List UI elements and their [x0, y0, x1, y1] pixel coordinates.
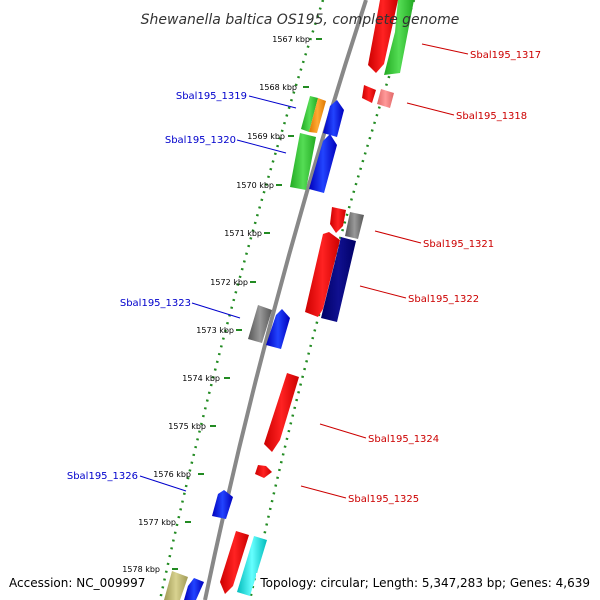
gene-arrow-cyan-1577[interactable] [237, 536, 267, 596]
right-gene-labels: Sbal195_1317 Sbal195_1318 Sbal195_1321 S… [348, 50, 541, 505]
footer-topology: Topology: circular; Length: 5,347,283 bp… [259, 576, 590, 590]
gene-label-sbal195-1323[interactable]: Sbal195_1323 [120, 298, 191, 309]
gene-arrow-blue-1573[interactable] [266, 309, 290, 349]
gene-arrow-sbal195-1317-green[interactable] [384, 0, 414, 75]
footer-topology-bg [256, 573, 596, 591]
gene-arrow-left-bottom-khaki[interactable] [164, 571, 188, 600]
gene-arrow-sbal195-1322-navy[interactable] [321, 237, 356, 322]
kbp-labels: 1567 kbp 1568 kbp 1569 kbp 1570 kbp 1571… [122, 35, 310, 574]
kbp-label-1578: 1578 kbp [122, 565, 160, 574]
footer-accession: Accession: NC_009997 [9, 576, 145, 590]
gene-arrow-sbal195-1318-lightred[interactable] [377, 89, 394, 108]
left-track-dotted [158, 0, 325, 600]
kbp-label-1573: 1573 kbp [196, 326, 234, 335]
gene-label-sbal195-1326[interactable]: Sbal195_1326 [67, 471, 138, 482]
kbp-label-1567: 1567 kbp [272, 35, 310, 44]
gene-arrow-sbal195-1325[interactable] [255, 465, 272, 478]
gene-arrow-sbal195-1321-red[interactable] [330, 207, 346, 233]
kbp-label-1569: 1569 kbp [247, 132, 285, 141]
left-gene-labels: Sbal195_1319 Sbal195_1320 Sbal195_1323 S… [67, 91, 247, 482]
gene-label-sbal195-1317[interactable]: Sbal195_1317 [470, 50, 541, 61]
kbp-label-1571: 1571 kbp [224, 229, 262, 238]
kbp-label-1570: 1570 kbp [236, 181, 274, 190]
kbp-label-1575: 1575 kbp [168, 422, 206, 431]
gene-arrow-sbal195-1323[interactable] [248, 305, 272, 343]
gene-arrow-sbal195-1320[interactable] [290, 133, 316, 190]
gene-label-sbal195-1319[interactable]: Sbal195_1319 [176, 91, 247, 102]
gene-label-sbal195-1325[interactable]: Sbal195_1325 [348, 494, 419, 505]
right-label-connectors [300, 43, 469, 499]
map-title: Shewanella baltica OS195, complete genom… [141, 12, 460, 28]
right-strand-genes [184, 0, 414, 600]
gene-label-sbal195-1318[interactable]: Sbal195_1318 [456, 111, 527, 122]
gene-arrow-sbal195-1318-red[interactable] [362, 85, 376, 103]
kbp-label-1577: 1577 kbp [138, 518, 176, 527]
gene-label-sbal195-1320[interactable]: Sbal195_1320 [165, 135, 236, 146]
gene-label-sbal195-1322[interactable]: Sbal195_1322 [408, 294, 479, 305]
gene-arrow-blue-bottom[interactable] [184, 578, 204, 600]
kbp-tick-marks [172, 38, 322, 570]
gene-arrow-sbal195-1317-red[interactable] [368, 0, 398, 73]
kbp-label-1576: 1576 kbp [153, 470, 191, 479]
footer-accession-bg [6, 573, 148, 591]
gene-arrow-sbal195-1319-orange[interactable] [309, 98, 326, 133]
gene-label-sbal195-1321[interactable]: Sbal195_1321 [423, 239, 494, 250]
kbp-label-1574: 1574 kbp [182, 374, 220, 383]
kbp-label-1572: 1572 kbp [210, 278, 248, 287]
gene-arrow-blue-1568[interactable] [323, 100, 344, 137]
gene-arrow-sbal195-1324[interactable] [264, 373, 299, 452]
gene-arrow-sbal195-1321-gray[interactable] [345, 212, 364, 239]
kbp-label-1568: 1568 kbp [259, 83, 297, 92]
gene-arrow-sbal195-1322-red[interactable] [305, 232, 340, 317]
gene-arrow-sbal195-1319-green[interactable] [301, 96, 318, 132]
gene-arrow-red-1577[interactable] [220, 531, 249, 594]
gene-label-sbal195-1324[interactable]: Sbal195_1324 [368, 434, 439, 445]
gene-arrow-blue-1570[interactable] [309, 134, 337, 193]
left-label-connectors [139, 95, 297, 492]
left-strand-genes [164, 96, 326, 600]
gene-arrow-sbal195-1326[interactable] [212, 490, 233, 519]
